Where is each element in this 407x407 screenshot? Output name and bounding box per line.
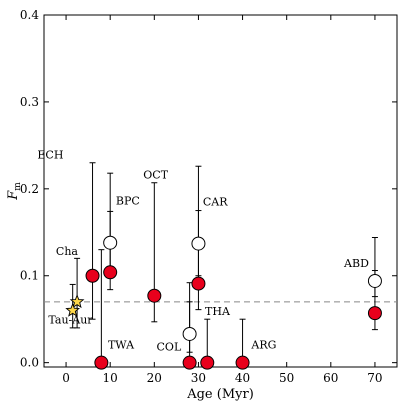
y-tick-label: 0.4 (20, 8, 39, 22)
point-label: CAR (203, 195, 228, 208)
star-marker (69, 294, 85, 309)
x-tick-label: 20 (147, 371, 162, 385)
point-label: COL (157, 340, 182, 353)
open-marker (182, 326, 197, 341)
y-tick-label: 0.2 (20, 182, 39, 196)
x-tick-label: 50 (279, 371, 294, 385)
y-axis-title-main: F (6, 190, 21, 201)
x-tick-label: 30 (191, 371, 206, 385)
x-tick-label: 60 (323, 371, 338, 385)
y-axis-title: Fm (6, 182, 23, 201)
red-marker (147, 288, 162, 303)
red-marker (367, 306, 382, 321)
open-marker (191, 236, 206, 251)
error-bars (69, 162, 378, 363)
point-label: BPC (116, 194, 140, 207)
y-axis-title-sub: m (13, 182, 23, 191)
red-marker (191, 276, 206, 291)
star-marker (65, 302, 81, 317)
x-tick-label: 40 (235, 371, 250, 385)
point-label: Cha (56, 245, 79, 258)
x-tick-label: 0 (62, 371, 70, 385)
point-label: ABD (343, 257, 369, 270)
point-labels: ECH BPC TWA OCT CAR COL THA ARG ABD Cha Tau-Aur (37, 148, 369, 353)
point-label: TWA (108, 339, 135, 352)
point-label: ECH (37, 148, 63, 161)
red-marker (182, 355, 197, 370)
x-axis-title: Age (Myr) (186, 387, 254, 402)
y-tick-label: 0.1 (20, 269, 39, 283)
red-marker (235, 355, 250, 370)
point-label: THA (205, 305, 231, 318)
markers (65, 235, 382, 370)
red-marker (200, 355, 215, 370)
axis-ticks: 0 10 20 30 40 50 60 70 0.0 0.1 0.2 0.3 0.4 (20, 8, 397, 385)
y-tick-label: 0.0 (20, 356, 39, 370)
point-label: ARG (250, 339, 276, 352)
x-tick-label: 10 (103, 371, 118, 385)
red-marker (85, 268, 100, 283)
x-tick-label: 70 (367, 371, 382, 385)
point-label: OCT (143, 168, 168, 181)
open-marker (103, 235, 118, 250)
y-tick-label: 0.3 (20, 95, 39, 109)
open-marker (367, 273, 382, 288)
red-marker (103, 265, 118, 280)
point-label: Tau-Aur (48, 314, 93, 327)
plot-frame (43, 14, 398, 368)
red-marker (94, 355, 109, 370)
